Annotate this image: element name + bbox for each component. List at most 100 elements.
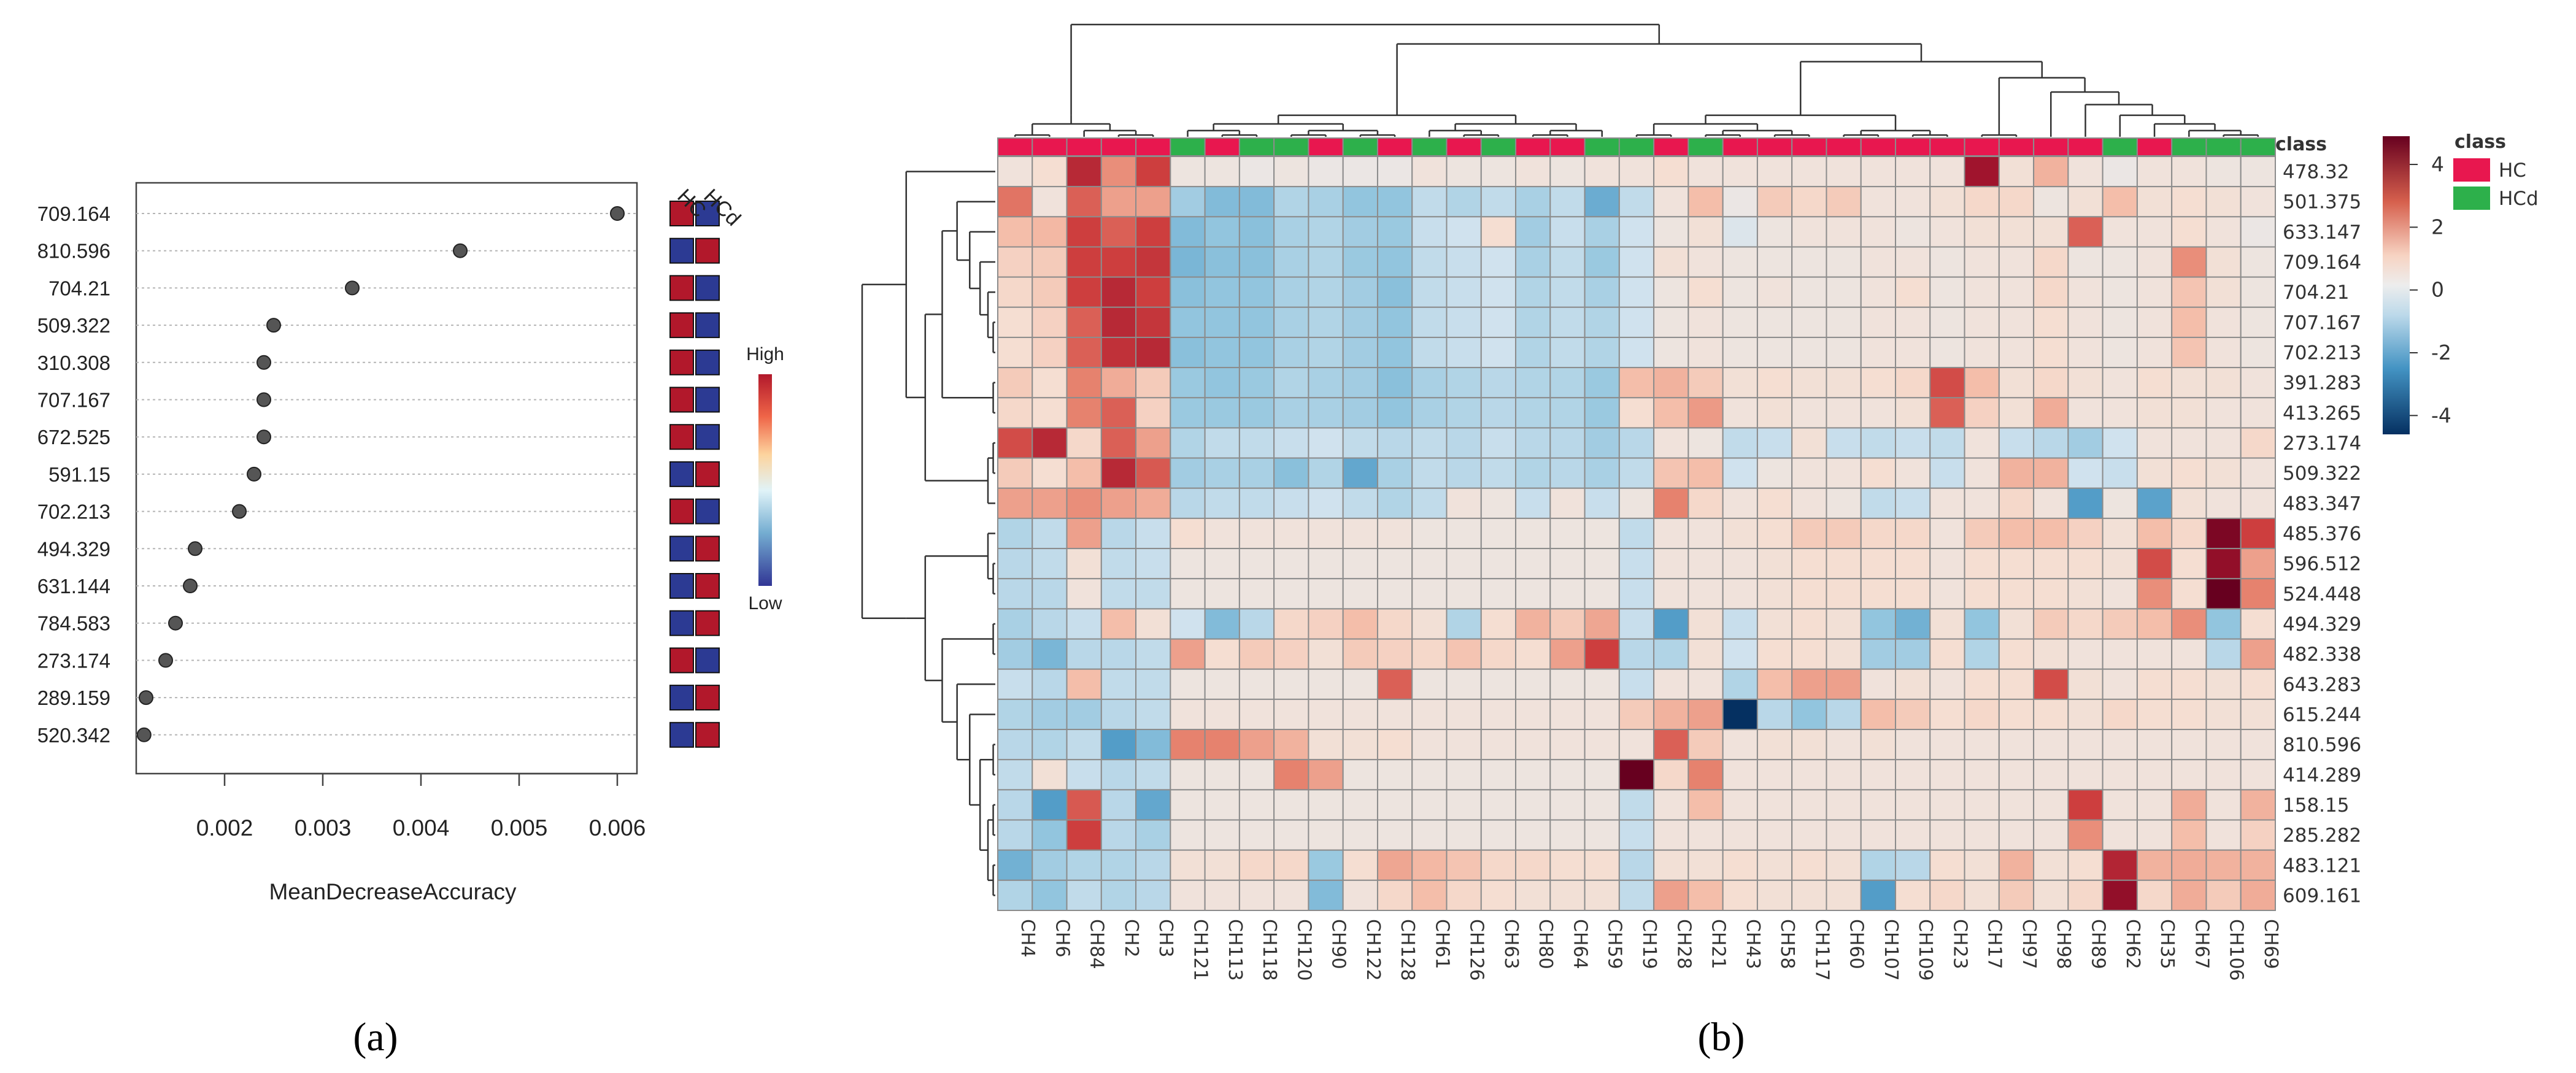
panel-a-label: (a) <box>353 1015 398 1060</box>
heatmap-cell <box>1238 517 1275 550</box>
heatmap-cell <box>1756 789 1793 821</box>
heatmap-cell <box>2136 638 2173 670</box>
heatmap-cell <box>1273 457 1309 489</box>
heatmap-cell <box>1549 729 1586 761</box>
heatmap-cell <box>1273 186 1309 218</box>
heatmap-cell <box>1342 306 1378 338</box>
heatmap-cell <box>2136 306 2173 338</box>
heatmap-cell <box>1515 668 1551 700</box>
heatmap-cell <box>2171 548 2207 580</box>
colorbar-tick-label: 0 <box>2431 278 2444 302</box>
column-label: CH89 <box>2088 919 2109 969</box>
heatmap-cell <box>1791 819 1827 851</box>
heatmap-cell <box>1895 487 1931 519</box>
feature-label: 509.322 <box>37 314 110 337</box>
heatmap-cell <box>2136 276 2173 308</box>
heatmap-cell <box>1411 336 1448 369</box>
heatmap-cell <box>1204 156 1240 188</box>
heatmap-cell <box>1791 246 1827 278</box>
heatmap-cell <box>1480 849 1517 881</box>
heatmap-cell <box>1135 216 1171 248</box>
feature-label: 631.144 <box>37 575 110 598</box>
heatmap-cell <box>1066 819 1102 851</box>
heatmap-cell <box>1722 186 1758 218</box>
dot-point <box>247 466 261 482</box>
colorbar-tick-label: 2 <box>2431 215 2444 239</box>
heatmap-cell <box>1515 879 1551 911</box>
heatmap-cell <box>1618 487 1655 519</box>
heatmap-cell <box>1618 548 1655 580</box>
heatmap-cell <box>1308 819 1344 851</box>
heatmap-cell <box>1273 336 1309 369</box>
heatmap-cell <box>2033 427 2069 459</box>
heatmap-cell <box>1204 668 1240 700</box>
heatmap-cell <box>1411 729 1448 761</box>
class-bar-cell <box>1342 137 1378 156</box>
heatmap-cell <box>1722 487 1758 519</box>
heatmap-cell <box>1895 457 1931 489</box>
heatmap-cell <box>1998 186 2035 218</box>
column-label: CH3 <box>1155 919 1176 958</box>
heatmap-cell <box>1860 729 1897 761</box>
heatmap-cell <box>2205 608 2242 640</box>
heatmap-cell <box>1273 849 1309 881</box>
heatmap-cell <box>1929 548 1965 580</box>
heatmap-cell <box>1100 397 1137 429</box>
class-level-box <box>669 498 694 525</box>
heatmap-cell <box>2102 427 2138 459</box>
heatmap-cell <box>1376 487 1413 519</box>
heatmap-cell <box>1549 879 1586 911</box>
row-label: 702.213 <box>2283 342 2361 364</box>
heatmap-cell <box>1618 729 1655 761</box>
heatmap-cell <box>2102 608 2138 640</box>
heatmap-cell <box>1308 608 1344 640</box>
heatmap-cell <box>1756 276 1793 308</box>
heatmap-cell <box>1791 276 1827 308</box>
heatmap-cell <box>2171 216 2207 248</box>
heatmap-cell <box>1653 578 1689 610</box>
heatmap-cell <box>2102 517 2138 550</box>
heatmap-cell <box>1273 156 1309 188</box>
heatmap-cell <box>1584 789 1620 821</box>
heatmap-cell <box>1687 487 1724 519</box>
heatmap-cell <box>1066 548 1102 580</box>
heatmap-cell <box>1170 367 1206 399</box>
heatmap-cell <box>2240 246 2277 278</box>
heatmap-cell <box>1446 156 1482 188</box>
heatmap-cell <box>1826 397 1862 429</box>
heatmap-cell <box>1549 668 1586 700</box>
heatmap-cell <box>1204 789 1240 821</box>
heatmap-cell <box>1929 638 1965 670</box>
heatmap-cell <box>1100 186 1137 218</box>
heatmap-cell <box>1826 427 1862 459</box>
class-bar-cell <box>2067 137 2104 156</box>
heatmap-cell <box>2033 849 2069 881</box>
heatmap-cell <box>1446 246 1482 278</box>
heatmap-cell <box>1308 216 1344 248</box>
heatmap-cell <box>1895 548 1931 580</box>
heatmap-cell <box>1480 698 1517 731</box>
heatmap-cell <box>1308 879 1344 911</box>
heatmap-cell <box>1618 336 1655 369</box>
heatmap-cell <box>1342 156 1378 188</box>
heatmap-cell <box>1895 186 1931 218</box>
heatmap-cell <box>1066 879 1102 911</box>
class-level-box <box>669 536 694 562</box>
row-dendrogram <box>861 171 995 896</box>
class-bar-label: class <box>2275 134 2327 155</box>
heatmap-cell <box>1826 638 1862 670</box>
class-bar-cell <box>1100 137 1137 156</box>
heatmap-cell <box>2240 608 2277 640</box>
dot-point <box>136 727 152 742</box>
x-tick-label: 0.004 <box>393 815 450 840</box>
heatmap-cell <box>1584 306 1620 338</box>
heatmap-cell <box>1929 759 1965 791</box>
heatmap-cell <box>1929 698 1965 731</box>
heatmap-cell <box>1722 638 1758 670</box>
heatmap-cell <box>1895 879 1931 911</box>
feature-label: 709.164 <box>37 202 110 225</box>
heatmap-cell <box>1446 608 1482 640</box>
column-label: CH2 <box>1120 919 1142 958</box>
heatmap-cell <box>2102 849 2138 881</box>
class-level-box <box>695 536 720 562</box>
